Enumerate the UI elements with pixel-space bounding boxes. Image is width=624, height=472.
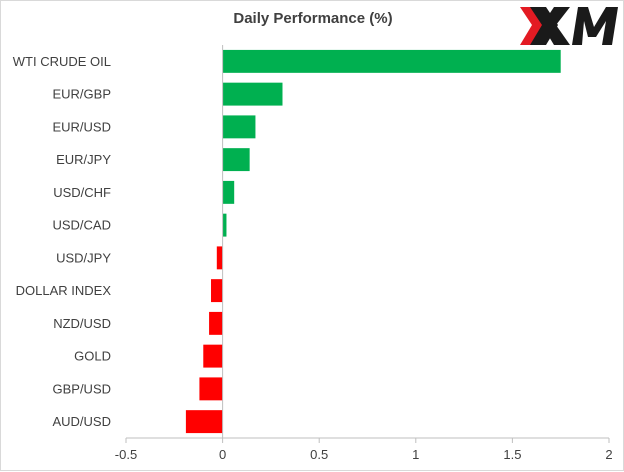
x-tick-label: 0.5 xyxy=(310,447,328,462)
x-tick-label: 1 xyxy=(412,447,419,462)
bar xyxy=(199,377,223,401)
bar xyxy=(216,246,223,270)
category-label: AUD/USD xyxy=(52,414,111,429)
bar xyxy=(222,115,256,139)
category-label: USD/JPY xyxy=(56,250,111,265)
bar xyxy=(222,148,250,172)
xm-logo-x xyxy=(520,7,570,45)
category-label: GBP/USD xyxy=(52,381,111,396)
category-label: GOLD xyxy=(74,349,111,364)
x-tick-label: 0 xyxy=(219,447,226,462)
category-label: NZD/USD xyxy=(53,316,111,331)
bar xyxy=(222,82,283,106)
category-label: USD/CAD xyxy=(52,218,111,233)
xm-logo xyxy=(520,7,618,45)
xm-logo-m xyxy=(572,7,618,45)
bar xyxy=(185,410,223,434)
bar xyxy=(222,49,561,73)
x-tick-label: -0.5 xyxy=(115,447,137,462)
bar xyxy=(203,344,223,368)
category-label: USD/CHF xyxy=(53,185,111,200)
x-tick-label: 1.5 xyxy=(503,447,521,462)
category-label: EUR/GBP xyxy=(52,87,111,102)
bar xyxy=(211,279,223,303)
chart-title: Daily Performance (%) xyxy=(233,10,393,27)
category-label: EUR/USD xyxy=(52,119,111,134)
bar xyxy=(209,311,223,335)
category-label: EUR/JPY xyxy=(56,152,111,167)
category-label: WTI CRUDE OIL xyxy=(13,54,111,69)
category-label: DOLLAR INDEX xyxy=(16,283,112,298)
bar xyxy=(222,213,227,237)
bar xyxy=(222,180,235,204)
x-tick-label: 2 xyxy=(605,447,612,462)
